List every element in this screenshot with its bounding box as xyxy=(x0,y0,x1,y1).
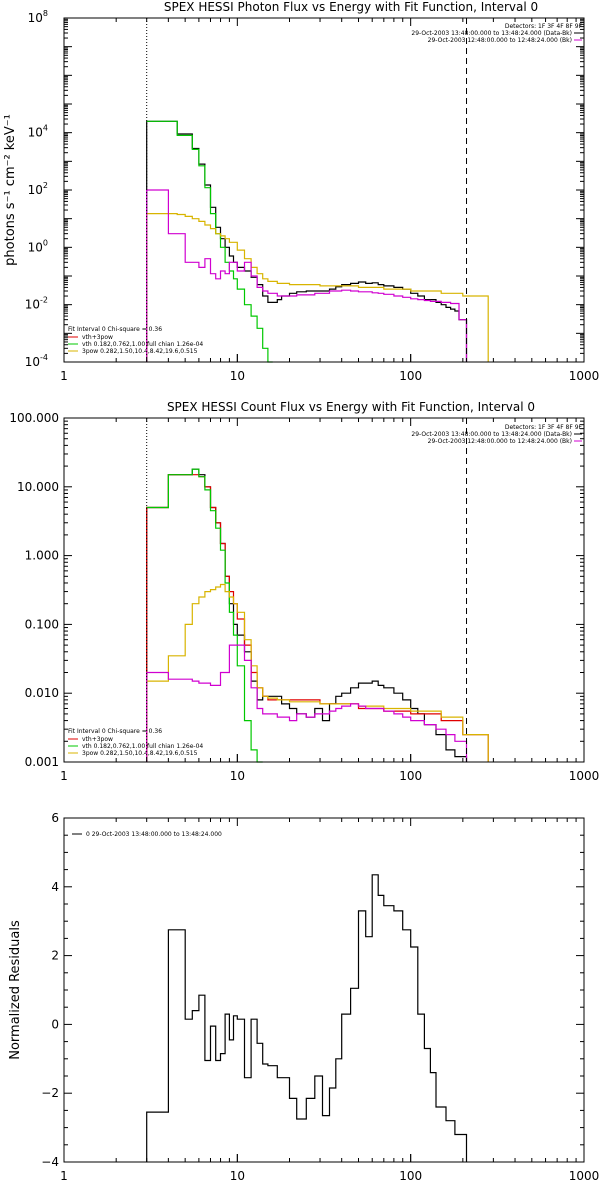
residuals-y-tick-label: −2 xyxy=(41,1086,59,1100)
photon-flux-title: SPEX HESSI Photon Flux vs Energy with Fi… xyxy=(164,0,538,14)
residuals-x-tick-label: 1 xyxy=(60,1169,68,1183)
photon-flux-y-tick-exponent: 4 xyxy=(43,124,48,133)
count-flux-y-tick-label: 10.000 xyxy=(17,480,59,494)
photon-flux-x-tick-label: 1000 xyxy=(569,369,600,383)
photon-flux-y-tick-exponent: 0 xyxy=(43,238,48,247)
count-flux-y-tick-label: 0.001 xyxy=(25,755,59,769)
count-flux-bk-interval-text: 29-Oct-2003 12:48:00.000 to 12:48:24.000… xyxy=(428,438,572,445)
photon-flux-legend-entry-total: vth+3pow xyxy=(82,334,113,341)
count-flux-y-tick-label: 0.010 xyxy=(25,686,59,700)
count-flux-y-tick-label: 0.100 xyxy=(25,617,59,631)
residuals-legend-entry: 0 29-Oct-2003 13:48:00.000 to 13:48:24.0… xyxy=(86,831,222,838)
photon-flux-panel: SPEX HESSI Photon Flux vs Energy with Fi… xyxy=(3,0,599,383)
photon-flux-series-2 xyxy=(146,213,489,362)
residuals-x-tick-label: 100 xyxy=(399,1169,422,1183)
count-flux-x-tick-label: 1000 xyxy=(569,769,600,783)
photon-flux-x-tick-label: 1 xyxy=(60,369,68,383)
photon-flux-legend-entry-thermal: vth 0.182,0.762,1.00 full chian 1.26e-04 xyxy=(82,341,203,348)
photon-flux-series-3 xyxy=(146,189,468,362)
photon-flux-x-tick-label: 100 xyxy=(399,369,422,383)
count-flux-legend-entry-thermal: vth 0.182,0.762,1.00 full chian 1.26e-04 xyxy=(82,743,203,750)
photon-flux-y-tick-exponent: -2 xyxy=(40,296,48,305)
count-flux-x-tick-label: 100 xyxy=(399,769,422,783)
photon-flux-x-tick-label: 10 xyxy=(230,369,245,383)
count-flux-y-tick-label: 1.000 xyxy=(25,549,59,563)
residuals-series-0 xyxy=(146,874,468,1162)
residuals-y-tick-label: 0 xyxy=(51,1017,59,1031)
residuals-y-tick-label: 4 xyxy=(51,880,59,894)
residuals-y-tick-label: −4 xyxy=(41,1155,59,1169)
count-flux-panel: SPEX HESSI Count Flux vs Energy with Fit… xyxy=(9,400,599,783)
count-flux-series-4 xyxy=(146,644,468,762)
count-flux-axes-frame xyxy=(63,417,585,763)
count-flux-x-tick-label: 1 xyxy=(60,769,68,783)
count-flux-title: SPEX HESSI Count Flux vs Energy with Fit… xyxy=(167,400,535,414)
photon-flux-y-tick-exponent: 8 xyxy=(43,9,48,18)
count-flux-y-tick-label: 100.000 xyxy=(9,411,59,425)
photon-flux-y-axis-label: photons s⁻¹ cm⁻² keV⁻¹ xyxy=(3,114,18,266)
count-flux-legend-entry-total: vth+3pow xyxy=(82,736,113,743)
photon-flux-legend-entry-powerlaw: 3pow 0.282,1.50,10.4,8.42,19.6,0.515 xyxy=(82,348,198,355)
count-flux-x-tick-label: 10 xyxy=(230,769,245,783)
photon-flux-series-1 xyxy=(146,120,273,363)
count-flux-legend-entry-powerlaw: 3pow 0.282,1.50,10.4,8.42,19.6,0.515 xyxy=(82,750,198,757)
residuals-panel: Normalized Residuals 0 29-Oct-2003 13:48… xyxy=(8,811,599,1183)
photon-flux-y-tick-exponent: 2 xyxy=(43,181,48,190)
photon-flux-data-interval-text: 29-Oct-2003 13:48:00.000 to 13:48:24.000… xyxy=(411,30,572,37)
residuals-y-tick-label: 6 xyxy=(51,811,59,825)
count-flux-series-1 xyxy=(146,474,489,762)
residuals-y-axis-label: Normalized Residuals xyxy=(8,920,23,1060)
residuals-x-tick-label: 10 xyxy=(230,1169,245,1183)
count-flux-data-interval-text: 29-Oct-2003 13:48:00.000 to 13:48:24.000… xyxy=(411,431,572,438)
photon-flux-bk-interval-text: 29-Oct-2003 12:48:00.000 to 12:48:24.000… xyxy=(428,37,572,44)
photon-flux-y-tick-exponent: -4 xyxy=(40,353,48,362)
count-flux-legend-title: Fit Interval 0 Chi-square = 0.36 xyxy=(68,728,162,735)
count-flux-detectors-text: Detectors: 1F 3F 4F 8F 9F xyxy=(505,424,583,431)
residuals-x-tick-label: 1000 xyxy=(569,1169,600,1183)
residuals-y-tick-label: 2 xyxy=(51,949,59,963)
photon-flux-detectors-text: Detectors: 1F 3F 4F 8F 9F xyxy=(505,23,583,30)
photon-flux-legend-title: Fit Interval 0 Chi-square = 0.36 xyxy=(68,326,162,333)
count-flux-series-2 xyxy=(146,468,263,763)
